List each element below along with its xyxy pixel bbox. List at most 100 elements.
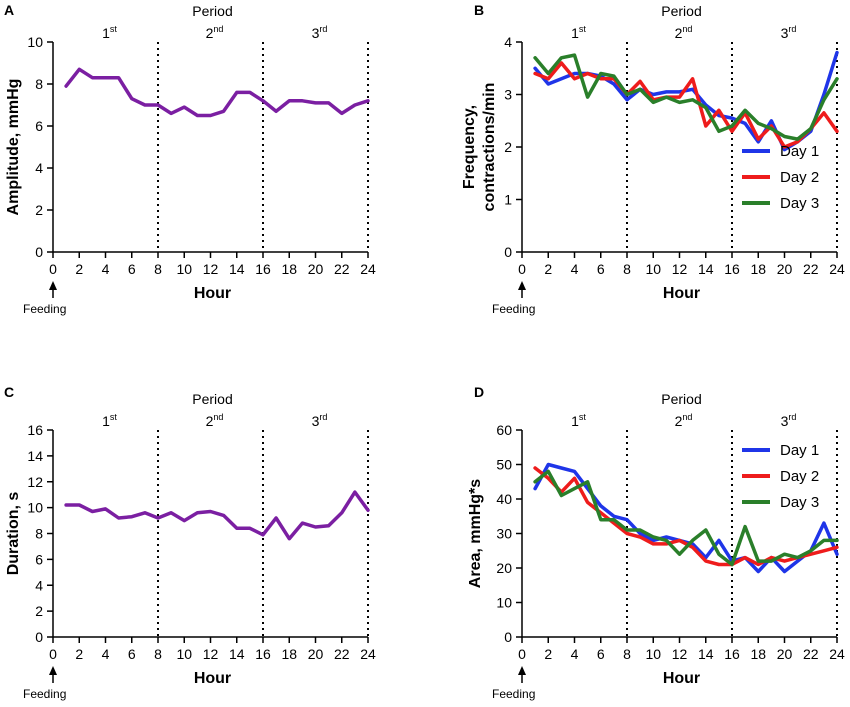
period-label: 3rd: [312, 24, 328, 41]
x-tick-label: 14: [229, 646, 245, 662]
y-axis-title: Area, mmHg*s: [467, 479, 484, 588]
y-tick-label: 0: [35, 244, 43, 260]
x-tick-label: 0: [49, 261, 57, 277]
x-tick-label: 24: [829, 261, 845, 277]
period-label-number: 3: [781, 25, 789, 41]
y-axis-title: Frequency,: [461, 105, 478, 189]
x-tick-label: 8: [154, 646, 162, 662]
y-axis-title: Duration, s: [5, 492, 22, 576]
x-tick-label: 4: [571, 646, 579, 662]
y-tick-label: 4: [35, 160, 43, 176]
period-label-suffix: st: [579, 412, 587, 422]
y-tick-label: 6: [35, 551, 43, 567]
x-tick-label: 2: [544, 261, 552, 277]
x-tick-label: 0: [518, 646, 526, 662]
feeding-label: Feeding: [492, 302, 535, 316]
y-tick-label: 30: [496, 526, 512, 542]
y-tick-label: 6: [35, 118, 43, 134]
x-axis-title: Hour: [663, 670, 700, 687]
legend-label: Day 2: [780, 169, 819, 186]
period-label-number: 1: [571, 25, 579, 41]
period-label-suffix: rd: [788, 412, 796, 422]
legend: Day 1 Day 2 Day 3: [742, 442, 819, 511]
legend: Day 1 Day 2 Day 3: [742, 143, 819, 212]
x-tick-label: 20: [777, 261, 793, 277]
x-tick-label: 0: [518, 261, 526, 277]
x-tick-label: 18: [750, 646, 766, 662]
y-tick-label: 8: [35, 526, 43, 542]
panel-letter: B: [474, 2, 484, 18]
y-tick-label: 8: [35, 76, 43, 92]
y-tick-label: 0: [504, 244, 512, 260]
y-tick-label: 3: [504, 87, 512, 103]
x-tick-label: 4: [102, 261, 110, 277]
period-title: Period: [192, 3, 232, 19]
x-tick-label: 20: [777, 646, 793, 662]
x-tick-label: 14: [698, 646, 714, 662]
series-line-day-2: [533, 466, 839, 567]
period-title: Period: [661, 3, 701, 19]
x-tick-label: 0: [49, 646, 57, 662]
panel-letter: C: [4, 384, 14, 400]
x-tick-label: 12: [672, 646, 688, 662]
x-axis-title: Hour: [194, 670, 231, 687]
y-tick-label: 50: [496, 457, 512, 473]
x-tick-label: 22: [334, 646, 350, 662]
arrow-head-icon: [518, 281, 526, 290]
period-label-number: 3: [312, 413, 320, 429]
arrow-head-icon: [49, 281, 57, 290]
period-label-suffix: nd: [213, 412, 223, 422]
x-tick-label: 8: [154, 261, 162, 277]
x-tick-label: 6: [128, 646, 136, 662]
panel-letter: A: [4, 2, 14, 18]
period-label: 2nd: [206, 24, 224, 41]
arrow-head-icon: [49, 666, 57, 675]
x-tick-label: 4: [102, 646, 110, 662]
series-line: [64, 490, 370, 541]
period-label: 2nd: [675, 24, 693, 41]
legend-label: Day 1: [780, 442, 819, 459]
period-label-suffix: nd: [213, 24, 223, 34]
period-label-number: 3: [781, 413, 789, 429]
x-tick-label: 12: [203, 261, 219, 277]
period-label: 1st: [102, 24, 117, 41]
x-axis-title: Hour: [194, 285, 231, 302]
feeding-label: Feeding: [23, 687, 66, 701]
x-tick-label: 2: [75, 261, 83, 277]
period-label: 1st: [571, 412, 586, 429]
period-label-suffix: rd: [319, 412, 327, 422]
period-label-number: 2: [675, 25, 683, 41]
period-label-suffix: rd: [319, 24, 327, 34]
feeding-label: Feeding: [23, 302, 66, 316]
x-tick-label: 2: [544, 646, 552, 662]
x-tick-label: 14: [698, 261, 714, 277]
legend-label: Day 3: [780, 195, 819, 212]
y-tick-label: 4: [35, 577, 43, 593]
period-label-suffix: nd: [682, 24, 692, 34]
y-tick-label: 60: [496, 422, 512, 438]
x-tick-label: 6: [597, 646, 605, 662]
y-tick-label: 14: [27, 448, 43, 464]
series-line-day-3: [533, 53, 839, 141]
y-tick-label: 10: [27, 500, 43, 516]
feeding-label: Feeding: [492, 687, 535, 701]
x-tick-label: 12: [672, 261, 688, 277]
series-line-day-3: [533, 469, 839, 567]
x-tick-label: 16: [724, 261, 740, 277]
period-label: 3rd: [781, 412, 797, 429]
y-tick-label: 10: [496, 595, 512, 611]
series-line: [64, 67, 370, 118]
period-label-suffix: st: [110, 24, 118, 34]
period-label: 2nd: [206, 412, 224, 429]
x-tick-label: 2: [75, 646, 83, 662]
legend-label: Day 1: [780, 143, 819, 160]
period-title: Period: [661, 391, 701, 407]
legend-label: Day 3: [780, 494, 819, 511]
period-label: 2nd: [675, 412, 693, 429]
y-tick-label: 0: [504, 629, 512, 645]
period-label-number: 1: [102, 413, 110, 429]
y-tick-label: 1: [504, 192, 512, 208]
y-tick-label: 16: [27, 422, 43, 438]
period-label: 3rd: [781, 24, 797, 41]
